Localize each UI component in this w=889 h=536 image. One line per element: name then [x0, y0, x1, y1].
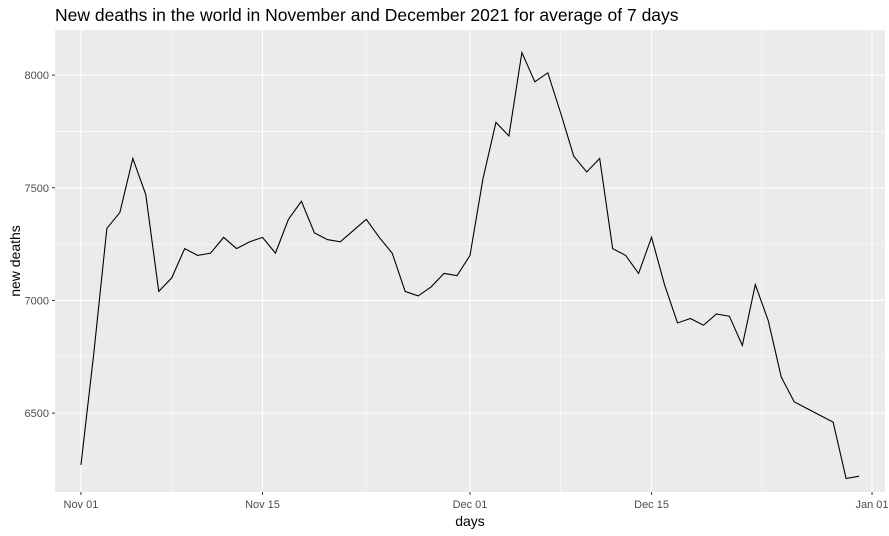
y-tick-label: 8000	[25, 70, 49, 82]
y-tick-label: 6500	[25, 408, 49, 420]
x-tick-label: Dec 15	[634, 499, 669, 511]
x-tick-label: Nov 01	[64, 499, 99, 511]
major-gridlines-x	[80, 30, 873, 492]
x-axis: Nov 01 Nov 15 Dec 01 Dec 15 Jan 01	[64, 492, 889, 511]
x-tick-label: Nov 15	[245, 499, 280, 511]
x-tick-label: Dec 01	[453, 499, 488, 511]
x-axis-title: days	[455, 513, 485, 529]
y-tick-label: 7500	[25, 183, 49, 195]
y-axis-title: new deaths	[7, 225, 23, 297]
minor-gridlines-x	[171, 30, 763, 492]
chart-title: New deaths in the world in November and …	[55, 5, 679, 25]
y-axis: 6500 7000 7500 8000	[25, 70, 55, 420]
series-line-new-deaths	[80, 50, 860, 480]
y-tick-label: 7000	[25, 295, 49, 307]
x-tick-label: Jan 01	[856, 499, 889, 511]
